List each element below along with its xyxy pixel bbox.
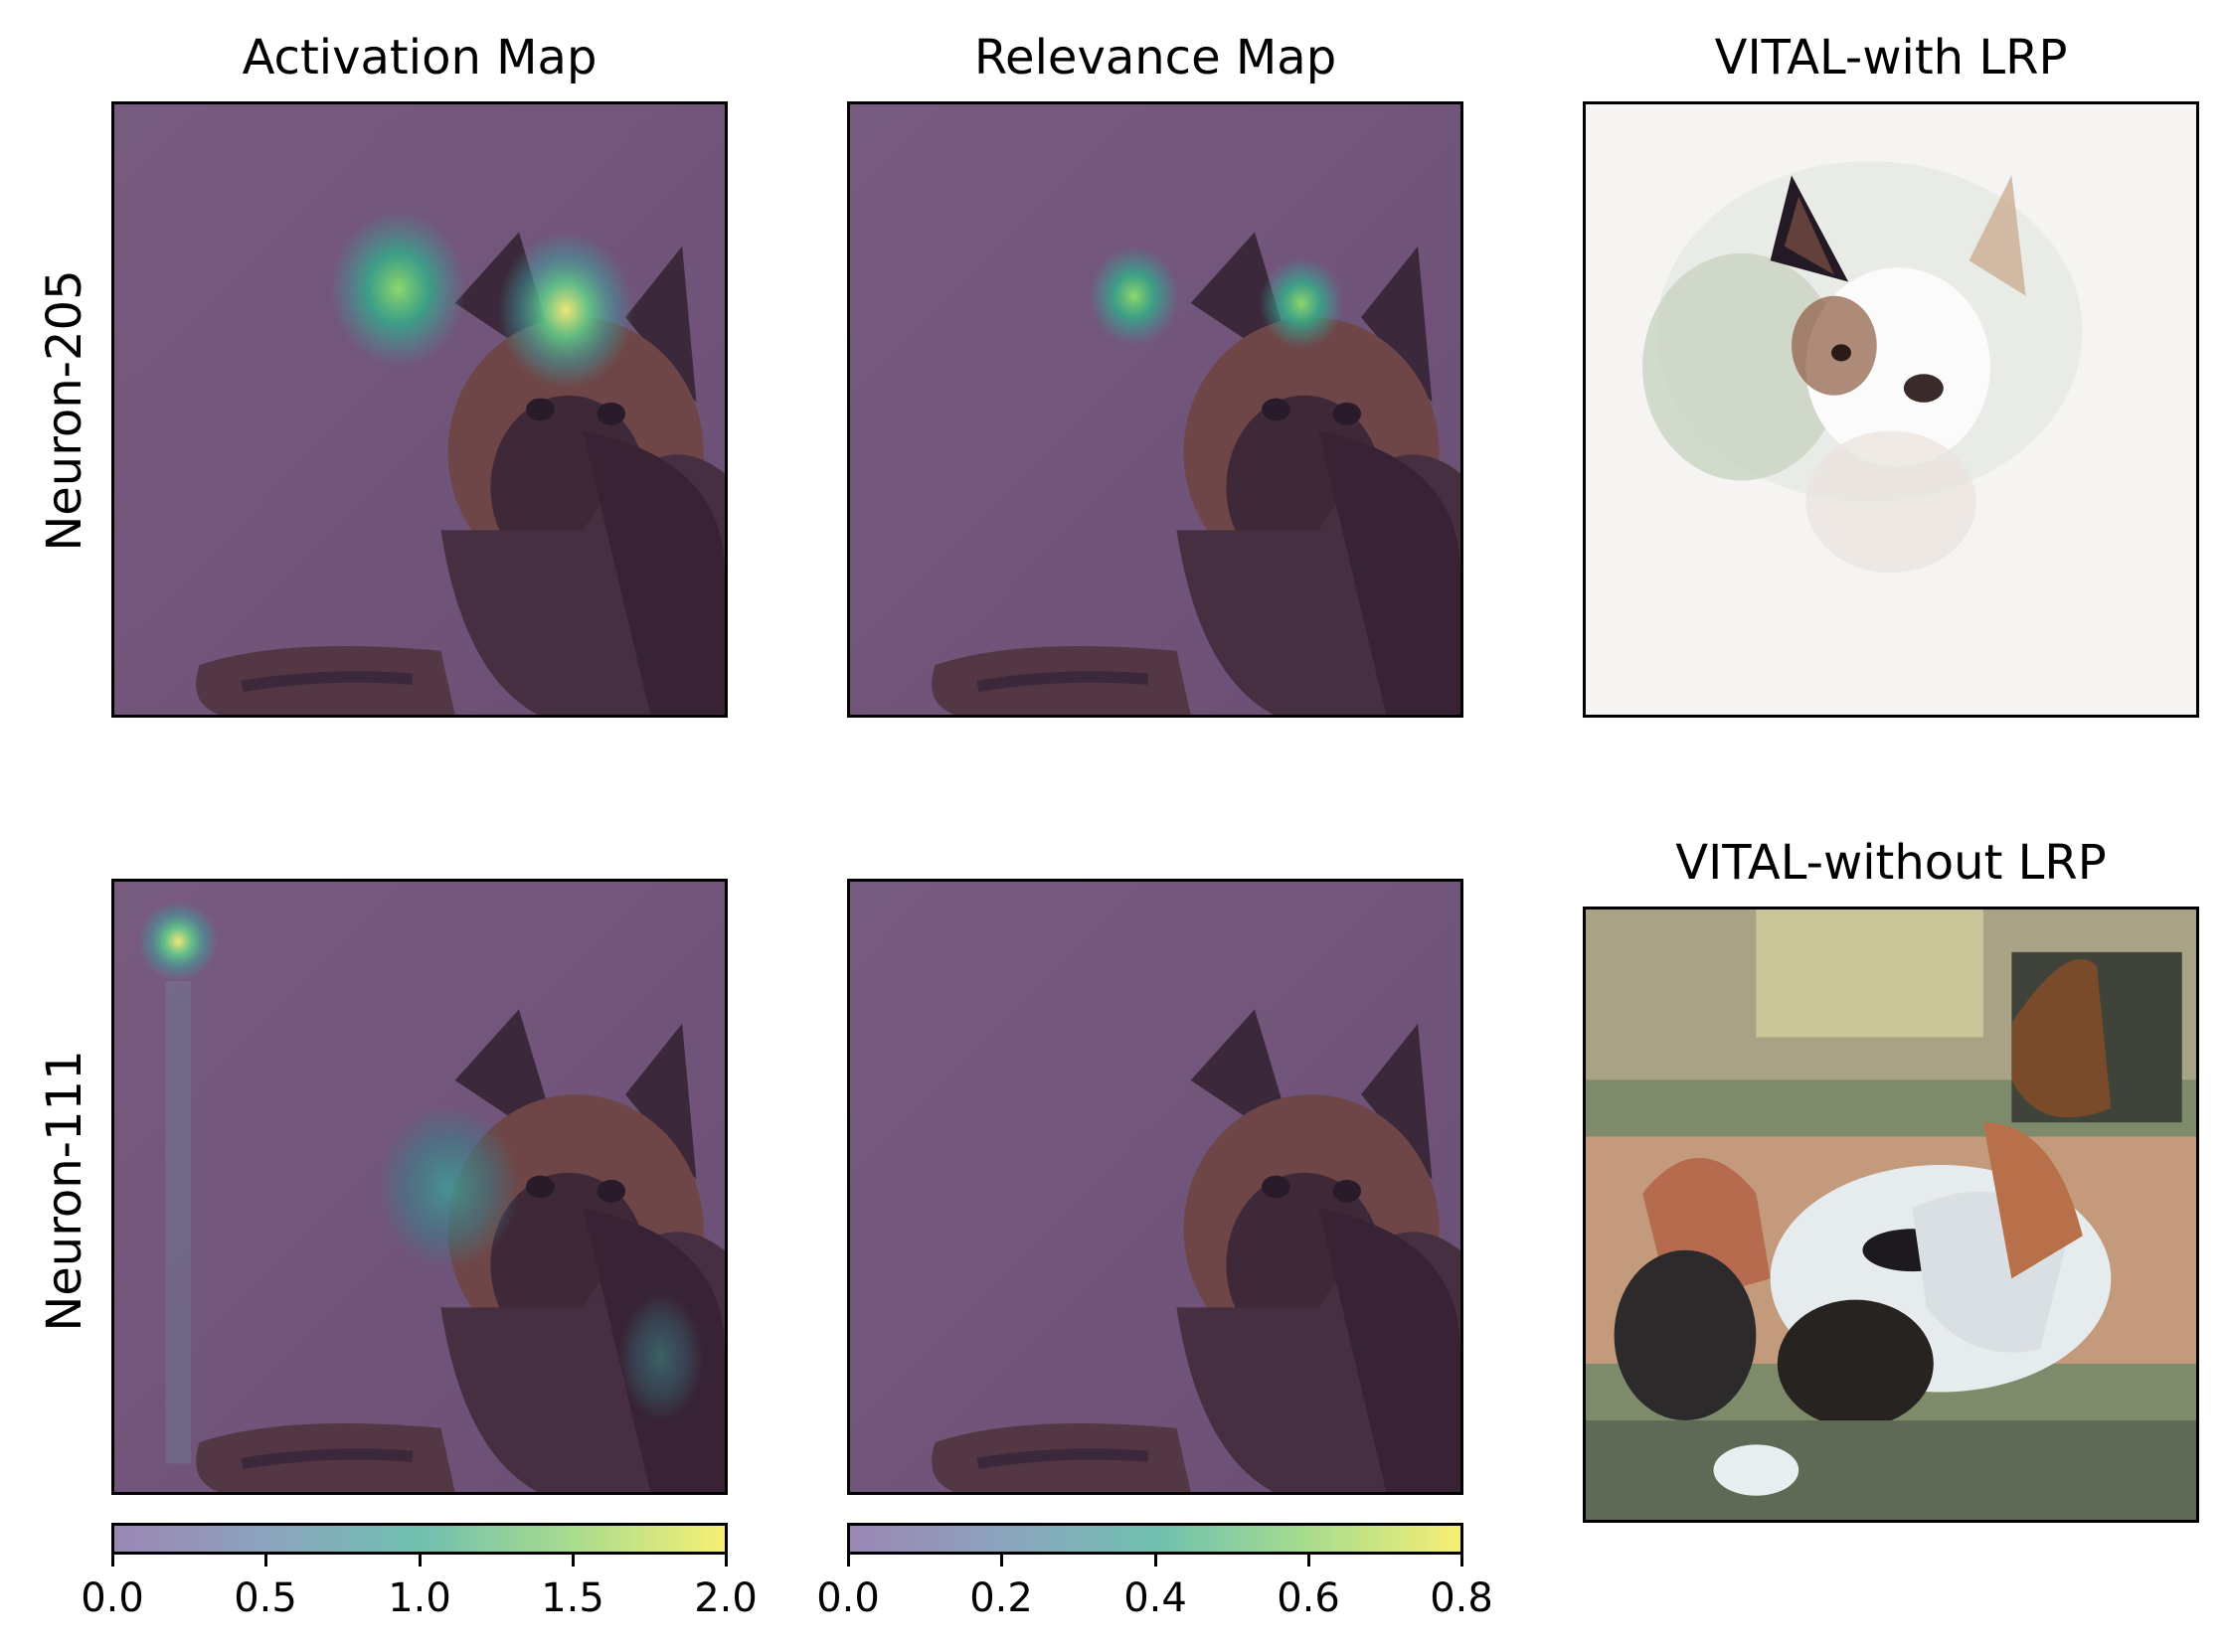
colorbar-2-tick	[1307, 1555, 1310, 1567]
colorbar-1-tick-label: 0.0	[81, 1575, 144, 1621]
activation-colorbar	[111, 1523, 728, 1555]
colorbar-1-tick-label: 1.5	[541, 1575, 604, 1621]
panel-vital-with-lrp	[1583, 101, 2199, 718]
colorbar-1-tick	[419, 1555, 422, 1567]
colorbar-1-tick	[572, 1555, 575, 1567]
row-label-neuron-205: Neuron-205	[37, 269, 92, 552]
panel-vital-without-lrp	[1583, 907, 2199, 1523]
colorbar-1-tick-label: 0.5	[234, 1575, 297, 1621]
colorbar-2-tick	[1000, 1555, 1003, 1567]
colorbar-1-tick-label: 1.0	[388, 1575, 451, 1621]
colorbar-2-tick-label: 0.4	[1123, 1575, 1187, 1621]
colorbar-2-tick-label: 0.2	[969, 1575, 1033, 1621]
row-label-neuron-111: Neuron-111	[37, 1050, 92, 1332]
panel-relevance-neuron-205	[847, 101, 1463, 718]
colorbar-2-tick-label: 0.8	[1430, 1575, 1493, 1621]
colorbar-2-tick	[1154, 1555, 1157, 1567]
colorbar-1-tick	[725, 1555, 728, 1567]
panel-activation-neuron-205	[111, 101, 728, 718]
panel-relevance-neuron-111	[847, 879, 1463, 1495]
colorbar-1-tick-label: 2.0	[694, 1575, 758, 1621]
colorbar-1-tick	[264, 1555, 267, 1567]
relevance-colorbar	[847, 1523, 1463, 1555]
title-relevance-map: Relevance Map	[973, 30, 1337, 85]
title-vital-without-lrp: VITAL-without LRP	[1675, 835, 2107, 891]
title-activation-map: Activation Map	[242, 30, 598, 85]
colorbar-1-tick	[111, 1555, 114, 1567]
colorbar-2-tick-label: 0.6	[1277, 1575, 1340, 1621]
panel-activation-neuron-111	[111, 879, 728, 1495]
title-vital-with-lrp: VITAL-with LRP	[1714, 30, 2068, 85]
colorbar-2-tick	[847, 1555, 850, 1567]
colorbar-2-tick-label: 0.0	[816, 1575, 880, 1621]
colorbar-2-tick	[1460, 1555, 1463, 1567]
